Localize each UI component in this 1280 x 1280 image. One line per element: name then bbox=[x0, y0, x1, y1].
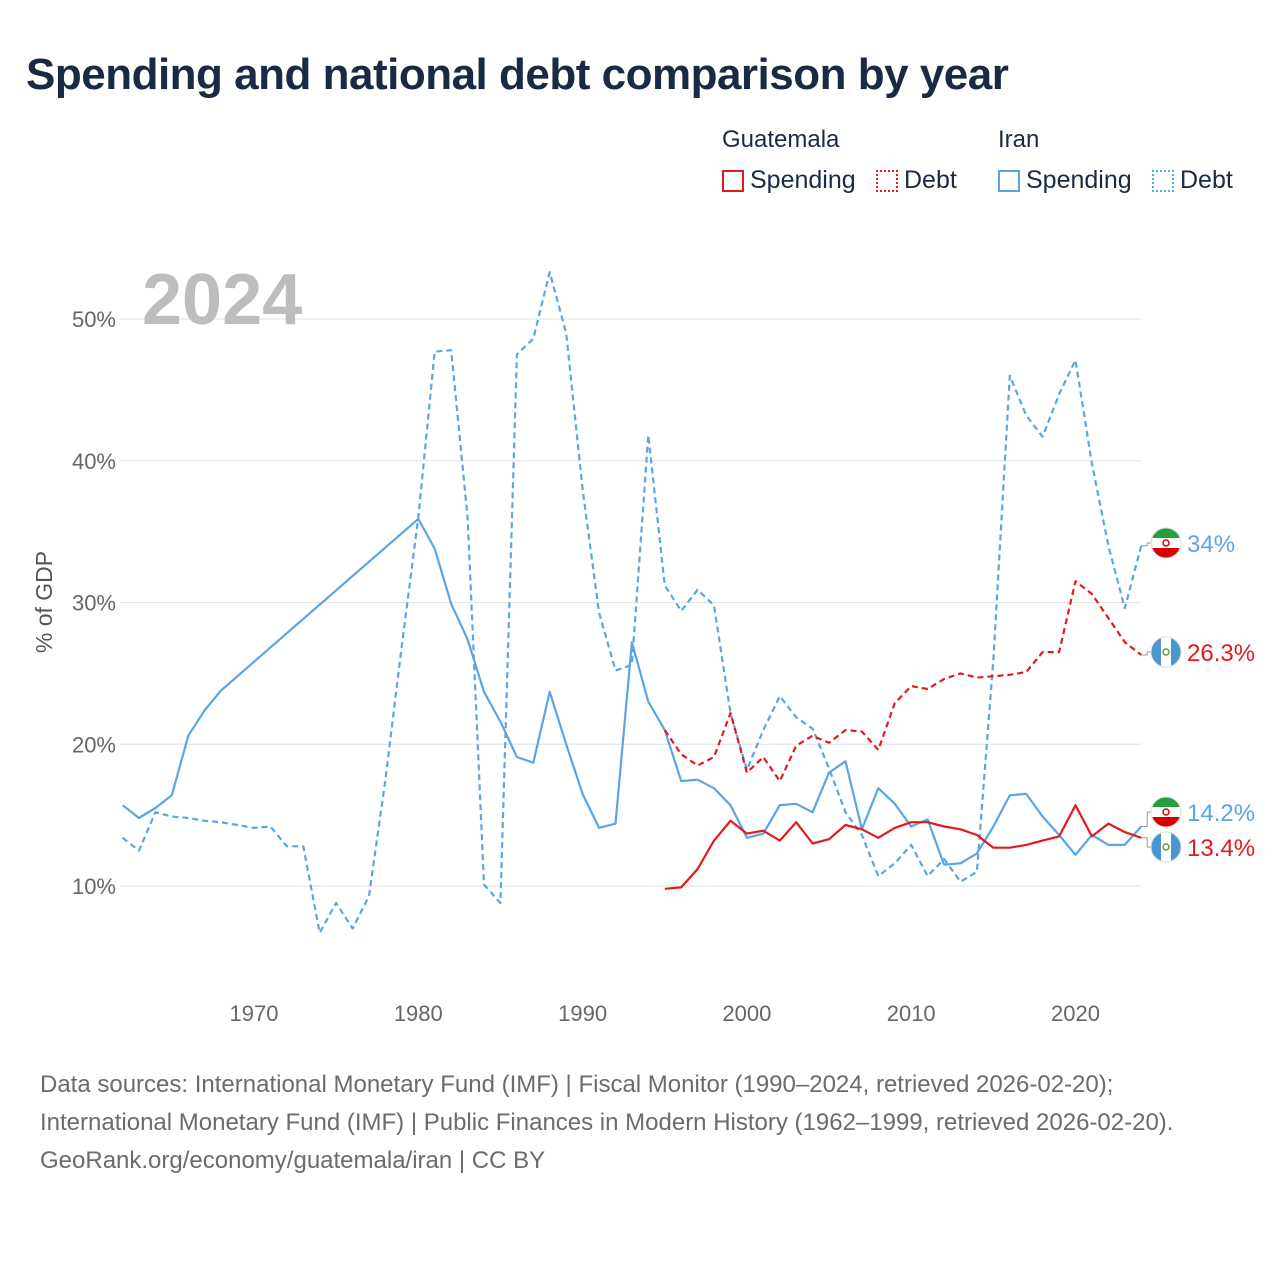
legend-swatch-dotted-icon bbox=[876, 169, 898, 192]
x-tick-label: 2010 bbox=[887, 1001, 936, 1026]
iran-flag-icon bbox=[1150, 527, 1182, 559]
y-tick-label: 30% bbox=[72, 591, 116, 616]
iran-flag-icon bbox=[1150, 796, 1182, 828]
legend-swatch-dotted-icon bbox=[1152, 169, 1174, 192]
legend-item-label: Debt bbox=[904, 166, 957, 194]
legend-item-label: Spending bbox=[750, 166, 856, 194]
series-line-guatemala-spending bbox=[664, 804, 1142, 890]
end-label-connector bbox=[1141, 811, 1154, 827]
legend-swatch-solid-icon bbox=[998, 169, 1020, 192]
legend-group-guatemala: Guatemala bbox=[722, 126, 840, 153]
year-watermark: 2024 bbox=[142, 260, 302, 340]
data-sources: Data sources: International Monetary Fun… bbox=[40, 1071, 1174, 1136]
series-line-iran-spending bbox=[121, 517, 1143, 866]
end-value-label: 34% bbox=[1187, 531, 1235, 558]
legend-item-iran-debt[interactable]: Debt bbox=[1152, 166, 1233, 195]
guatemala-flag-icon bbox=[1150, 831, 1182, 863]
footer: Data sources: International Monetary Fun… bbox=[40, 1066, 1240, 1180]
line-chart: 2024 % of GDP 10% 20% 30% 40% 50% 1970 1980 19… bbox=[31, 260, 1255, 1026]
x-tick-label: 2020 bbox=[1051, 1001, 1100, 1026]
page-title: Spending and national debt comparison by… bbox=[26, 50, 1009, 99]
y-tick-label: 10% bbox=[72, 874, 116, 899]
legend-group-iran: Iran bbox=[998, 126, 1040, 153]
end-value-label: 26.3% bbox=[1187, 640, 1255, 667]
x-tick-label: 1980 bbox=[394, 1001, 443, 1026]
y-tick-label: 20% bbox=[72, 732, 116, 757]
y-tick-label: 40% bbox=[72, 449, 116, 474]
legend-item-label: Spending bbox=[1026, 166, 1132, 194]
legend-item-label: Debt bbox=[1180, 166, 1233, 194]
credit-link[interactable]: GeoRank.org/economy/guatemala/iran | CC … bbox=[40, 1147, 546, 1174]
x-tick-label: 2000 bbox=[722, 1001, 771, 1026]
series-line-iran-debt bbox=[121, 271, 1143, 934]
x-tick-label: 1990 bbox=[558, 1001, 607, 1026]
series-line-guatemala-debt bbox=[663, 580, 1142, 783]
legend-item-iran-spending[interactable]: Spending bbox=[998, 166, 1132, 195]
end-label-connector bbox=[1141, 837, 1154, 848]
legend-item-guatemala-debt[interactable]: Debt bbox=[876, 166, 957, 195]
end-value-label: 14.2% bbox=[1187, 800, 1255, 827]
y-tick-label: 50% bbox=[72, 307, 116, 332]
y-axis-label: % of GDP bbox=[31, 551, 57, 653]
legend-swatch-solid-icon bbox=[722, 169, 744, 192]
legend-item-guatemala-spending[interactable]: Spending bbox=[722, 166, 856, 195]
end-value-label: 13.4% bbox=[1187, 835, 1255, 862]
guatemala-flag-icon bbox=[1150, 636, 1182, 668]
x-tick-label: 1970 bbox=[230, 1001, 279, 1026]
end-label-connector bbox=[1141, 651, 1154, 656]
end-label-connector bbox=[1141, 542, 1154, 547]
